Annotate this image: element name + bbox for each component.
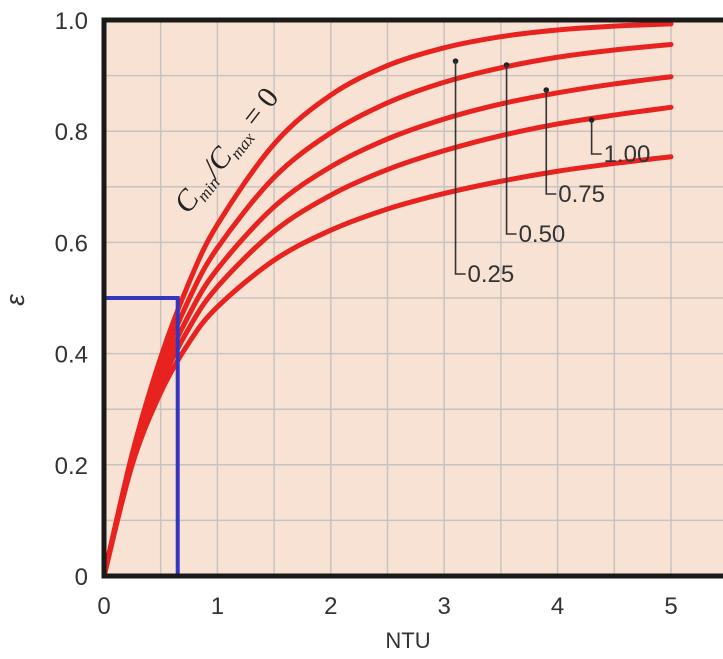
y-tick-label: 1.0	[55, 8, 88, 35]
callout-label-1-00: 1.00	[604, 141, 651, 168]
callout-label-0-50: 0.50	[519, 221, 566, 248]
reference-lines	[104, 296, 180, 576]
y-tick-label: 0.4	[55, 342, 88, 369]
x-tick-label: 1	[211, 593, 224, 620]
x-tick-labels: 0 1 2 3 4 5	[97, 593, 677, 620]
callouts-layer: 0.250.50 0.75 1.00	[452, 58, 651, 288]
y-tick-label: 0.8	[55, 119, 88, 146]
callout-leader	[545, 90, 557, 195]
callout-leader	[590, 120, 602, 155]
callout-leader	[454, 61, 466, 275]
x-axis-label: NTU	[385, 628, 430, 653]
y-axis-label: ε	[0, 294, 30, 306]
reference-marker	[104, 296, 180, 576]
y-tick-label: 0.2	[55, 453, 88, 480]
series-layer	[101, 21, 674, 579]
callout-leader	[505, 65, 517, 235]
series-line-0-75	[101, 104, 674, 579]
plot-frame	[101, 17, 723, 579]
y-tick-labels: 0 0.2 0.4 0.6 0.8 1.0	[55, 8, 88, 591]
callout-label-0-75: 0.75	[558, 181, 605, 208]
y-tick-label: 0.6	[55, 230, 88, 257]
y-tick-label: 0	[75, 564, 88, 591]
x-tick-label: 5	[664, 593, 677, 620]
x-tick-label: 4	[551, 593, 564, 620]
x-tick-label: 0	[97, 593, 110, 620]
x-tick-label: 2	[324, 593, 337, 620]
x-tick-label: 3	[438, 593, 451, 620]
series-line-1	[101, 154, 674, 579]
series-line-0-5	[101, 74, 674, 579]
callout-label-0-25: 0.25	[468, 261, 515, 288]
